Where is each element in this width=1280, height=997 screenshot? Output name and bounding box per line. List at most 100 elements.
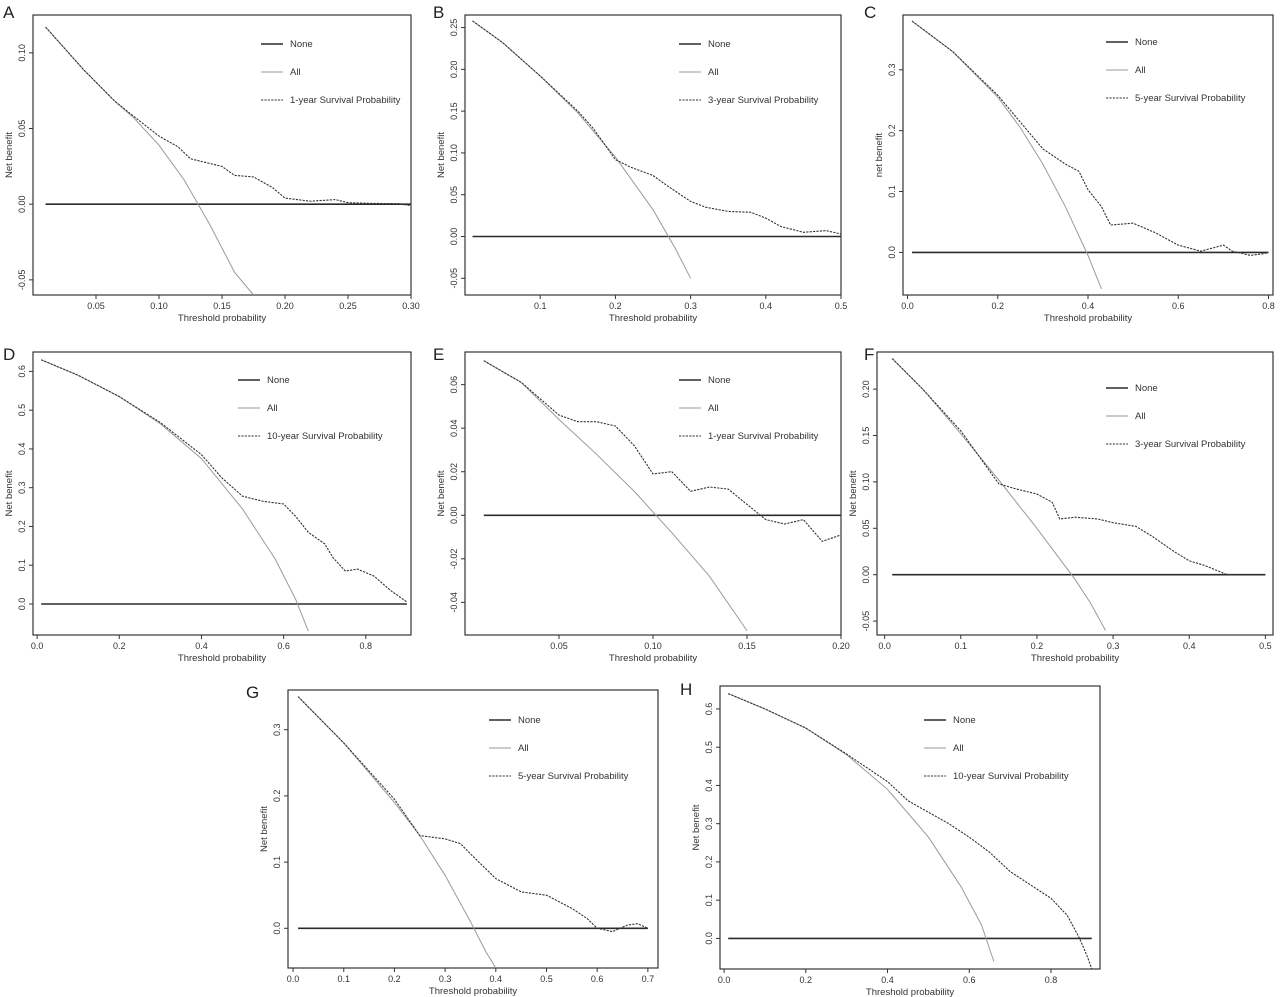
y-tick-label: -0.05: [861, 611, 871, 632]
y-tick-label: 0.2: [887, 124, 897, 137]
legend-label: None: [518, 715, 541, 726]
y-tick-label: 0.00: [449, 228, 459, 246]
y-tick-label: 0.4: [704, 779, 714, 792]
panel-label: E: [433, 345, 444, 364]
y-tick-label: 0.3: [17, 481, 27, 494]
x-axis-label: Threshold probability: [429, 986, 517, 997]
x-tick-label: 0.2: [800, 975, 813, 985]
x-tick-label: 0.20: [832, 641, 850, 651]
y-axis-label: net benefit: [874, 132, 885, 177]
x-axis-label: Threshold probability: [178, 313, 266, 324]
y-tick-label: 0.2: [272, 790, 282, 803]
legend-label: All: [708, 67, 719, 78]
x-tick-label: 0.5: [1259, 641, 1272, 651]
x-tick-label: 0.4: [1082, 301, 1095, 311]
x-tick-label: 0.4: [1183, 641, 1196, 651]
x-axis-label: Threshold probability: [1044, 313, 1132, 324]
legend-label: None: [708, 39, 731, 50]
y-tick-label: 0.1: [887, 185, 897, 198]
legend-label: 5-year Survival Probability: [1135, 93, 1246, 104]
y-tick-label: 0.00: [861, 566, 871, 584]
y-tick-label: 0.6: [704, 703, 714, 716]
x-tick-label: 0.20: [276, 301, 294, 311]
x-tick-label: 0.0: [901, 301, 914, 311]
panel-g: G 0.0 0.1 0.2 0.3 0.4 0.5 0.6 0.7 0.0 0.1 0.2 0.3 Thr…: [246, 683, 659, 997]
y-tick-label: 0.06: [449, 376, 459, 394]
x-tick-label: 0.8: [360, 641, 373, 651]
y-tick-label: 0.10: [861, 473, 871, 491]
y-axis-label: Net benefit: [848, 470, 859, 516]
x-tick-label: 0.05: [550, 641, 568, 651]
series-5-year-survival-probability: [911, 20, 1269, 256]
plot-frame: [287, 689, 659, 969]
y-tick-label: 0.1: [17, 559, 27, 572]
x-tick-label: 0.10: [644, 641, 662, 651]
series-3-year-survival-probability: [891, 358, 1266, 576]
y-tick-label: 0.05: [17, 120, 27, 138]
y-tick-label: 0.05: [861, 520, 871, 538]
series-all: [472, 20, 692, 279]
legend-label: 5-year Survival Probability: [518, 771, 629, 782]
y-tick-label: 0.0: [887, 246, 897, 259]
panel-label: G: [246, 683, 259, 702]
panel-b: B 0.1 0.2 0.3 0.4 0.5 -0.05 0.00 0.05 0.10 0.15 0.2…: [433, 3, 847, 324]
y-tick-label: 0.00: [17, 195, 27, 213]
x-tick-label: 0.6: [277, 641, 290, 651]
y-tick-label: 0.05: [449, 186, 459, 204]
x-tick-label: 0.15: [213, 301, 231, 311]
y-axis-label: Net benefit: [436, 470, 447, 516]
series-10-year-survival-probability: [727, 693, 1093, 969]
x-tick-label: 0.1: [955, 641, 968, 651]
y-tick-label: 0.10: [17, 44, 27, 62]
x-tick-label: 0.0: [878, 641, 891, 651]
legend-label: None: [290, 39, 313, 50]
legend-label: All: [1135, 411, 1146, 422]
series-3-year-survival-probability: [472, 20, 841, 235]
plot-frame: [876, 351, 1274, 636]
x-tick-label: 0.2: [113, 641, 126, 651]
x-tick-label: 0.1: [534, 301, 547, 311]
plot-frame: [464, 14, 842, 296]
y-tick-label: 0.0: [272, 922, 282, 935]
legend-label: 3-year Survival Probability: [708, 95, 819, 106]
x-tick-label: 0.2: [609, 301, 622, 311]
x-tick-label: 0.3: [1107, 641, 1120, 651]
panel-label: C: [864, 3, 876, 22]
legend-label: 1-year Survival Probability: [708, 431, 819, 442]
x-tick-label: 0.15: [738, 641, 756, 651]
y-tick-label: 0.6: [17, 365, 27, 378]
series-all: [891, 358, 1106, 631]
y-tick-label: -0.04: [449, 592, 459, 613]
panel-label: B: [433, 3, 444, 22]
x-tick-label: 0.0: [287, 974, 300, 984]
x-tick-label: 0.5: [835, 301, 848, 311]
legend-label: All: [290, 67, 301, 78]
x-tick-label: 0.3: [439, 974, 452, 984]
y-tick-label: 0.5: [704, 741, 714, 754]
legend-label: 1-year Survival Probability: [290, 95, 401, 106]
y-tick-label: -0.05: [449, 268, 459, 289]
y-tick-label: 0.15: [861, 427, 871, 445]
y-tick-label: 0.15: [449, 102, 459, 120]
panel-c: C 0.0 0.2 0.4 0.6 0.8 0.0 0.1 0.2 0.3 Threshold pr…: [864, 3, 1275, 324]
series-10-year-survival-probability: [40, 359, 408, 603]
y-tick-label: 0.3: [272, 723, 282, 736]
x-tick-label: 0.4: [760, 301, 773, 311]
x-tick-label: 0.4: [881, 975, 894, 985]
panel-label: D: [3, 345, 15, 364]
y-tick-label: 0.5: [17, 404, 27, 417]
y-axis-label: Net benefit: [4, 132, 15, 178]
y-tick-label: 0.04: [449, 419, 459, 437]
legend-label: 10-year Survival Probability: [267, 431, 383, 442]
x-tick-label: 0.8: [1045, 975, 1058, 985]
panel-label: H: [680, 680, 692, 699]
plot-frame: [464, 351, 842, 636]
x-axis-label: Threshold probability: [178, 653, 266, 664]
y-tick-label: 0.1: [272, 856, 282, 869]
series-all: [45, 26, 254, 295]
y-tick-label: 0.4: [17, 443, 27, 456]
y-tick-label: 0.20: [861, 380, 871, 398]
x-tick-label: 0.1: [337, 974, 350, 984]
legend-label: All: [518, 743, 529, 754]
